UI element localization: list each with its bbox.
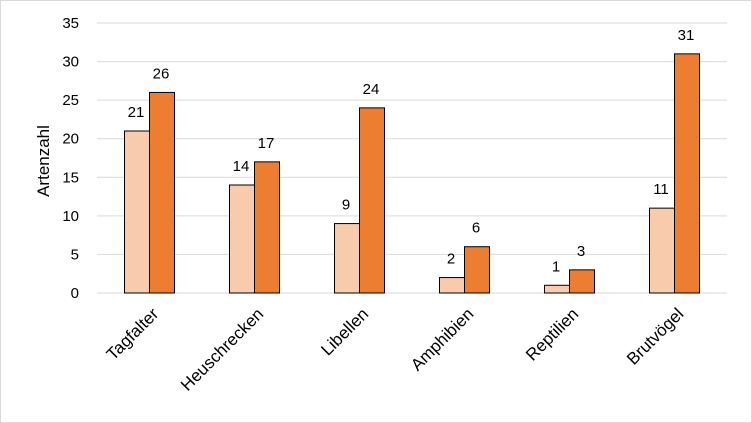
bar — [439, 277, 465, 294]
y-tick-label: 20 — [62, 131, 79, 148]
category-label: Tagfalter — [103, 304, 163, 364]
bar — [674, 53, 700, 294]
data-label: 17 — [258, 135, 275, 152]
category-label: Reptilien — [522, 304, 582, 364]
bars — [124, 53, 700, 294]
gridlines — [97, 22, 727, 294]
data-labels: 21 26 14 17 9 24 26 13 11 31 — [128, 27, 695, 275]
data-label: 21 — [128, 104, 145, 121]
y-axis-tick-labels: 0 5 10 15 20 25 30 35 — [62, 15, 79, 302]
category-label: Brutvögel — [623, 304, 687, 368]
data-label: 9 — [342, 197, 350, 214]
bar — [254, 161, 280, 294]
data-label: 2 — [447, 251, 455, 268]
data-label: 14 — [233, 158, 250, 175]
data-label: 6 — [472, 220, 480, 237]
y-tick-label: 15 — [62, 169, 79, 186]
y-tick-label: 10 — [62, 208, 79, 225]
category-label: Libellen — [317, 304, 372, 359]
data-label: 26 — [153, 65, 170, 82]
bar — [229, 184, 255, 294]
bar — [569, 269, 595, 294]
bar — [359, 107, 385, 294]
y-tick-label: 30 — [62, 54, 79, 71]
bar — [649, 207, 675, 294]
bar — [544, 284, 570, 294]
data-label: 24 — [363, 81, 380, 98]
data-label: 1 — [552, 258, 560, 275]
y-tick-label: 0 — [71, 285, 79, 302]
y-tick-label: 25 — [62, 92, 79, 109]
data-label: 11 — [653, 181, 669, 198]
bar — [124, 130, 150, 294]
category-label: Heuschrecken — [177, 304, 267, 394]
bar — [334, 223, 360, 294]
data-label: 3 — [577, 243, 585, 260]
bar — [149, 91, 175, 294]
y-axis-title: Artenzahl — [34, 125, 53, 197]
category-label: Amphibien — [407, 304, 477, 374]
y-tick-label: 35 — [62, 15, 79, 32]
y-tick-label: 5 — [71, 246, 79, 263]
bar — [464, 246, 490, 294]
category-labels: Tagfalter Heuschrecken Libellen Amphibien Re… — [103, 304, 688, 395]
data-label: 31 — [678, 27, 695, 44]
